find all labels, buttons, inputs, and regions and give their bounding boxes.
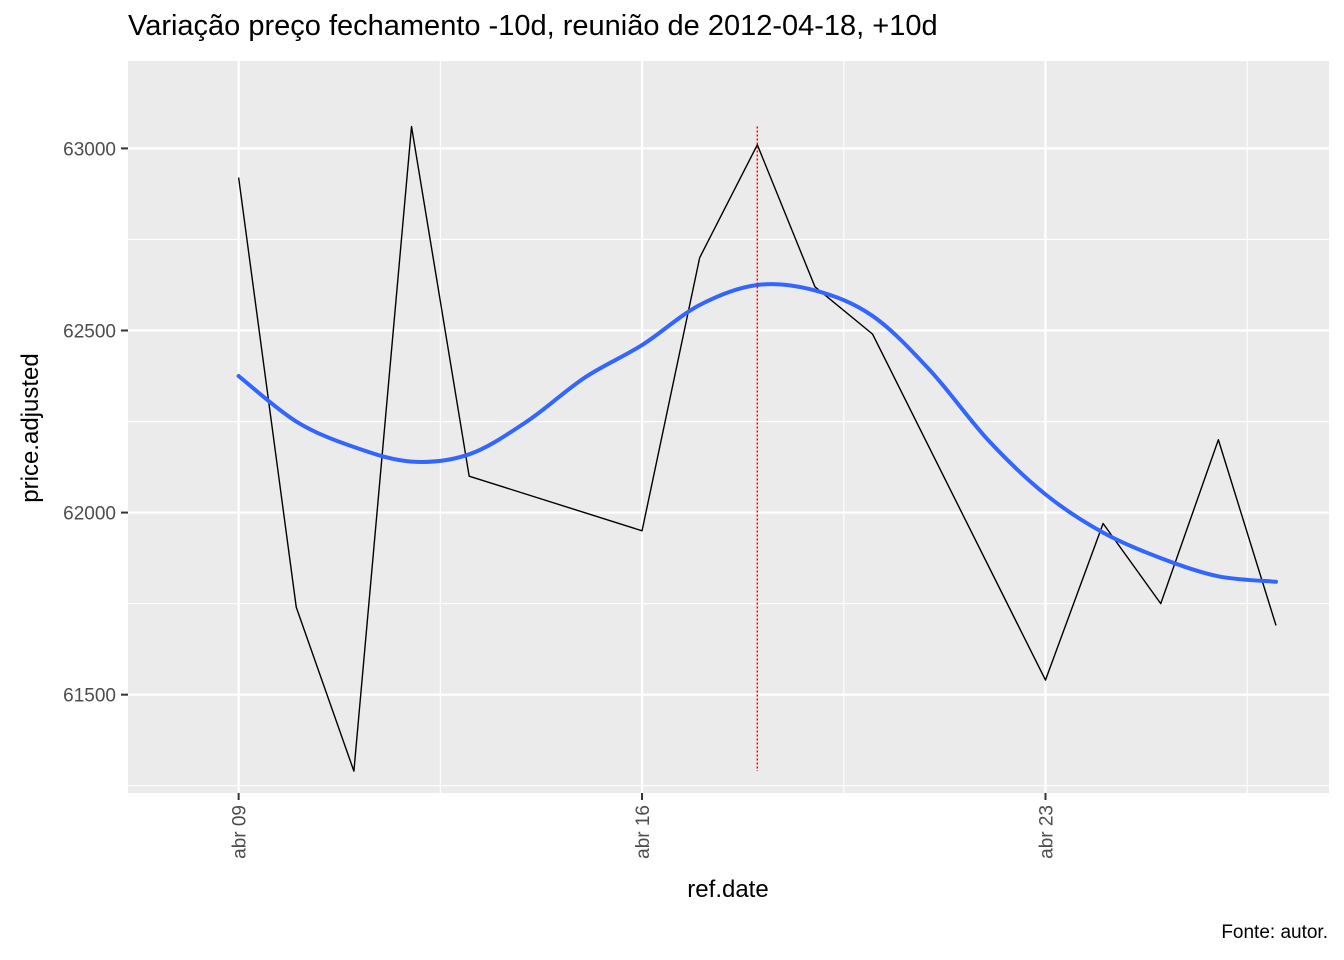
- caption: Fonte: autor.: [1221, 922, 1328, 943]
- x-tick-label: abr 16: [633, 805, 654, 859]
- x-tick-labels: abr 09 abr 16 abr 23: [230, 805, 1058, 859]
- x-tick-label: abr 23: [1036, 805, 1057, 859]
- plot-panel: [128, 61, 1329, 793]
- grid-minor: [128, 61, 1329, 793]
- axis-ticks: [121, 147, 1047, 800]
- x-axis-label: ref.date: [687, 876, 769, 903]
- chart-title: Variação preço fechamento -10d, reunião …: [128, 10, 938, 42]
- y-tick-label: 61500: [63, 686, 116, 707]
- y-tick-label: 62500: [63, 321, 116, 342]
- series-layer: [236, 125, 1278, 772]
- y-tick-label: 63000: [63, 139, 116, 160]
- x-tick-label: abr 09: [230, 805, 251, 859]
- y-tick-labels: 61500 62000 62500 63000: [63, 139, 116, 706]
- y-tick-label: 62000: [63, 504, 116, 525]
- smooth-trend-line: [236, 282, 1278, 584]
- grid-major: [128, 61, 1329, 793]
- price-line: [237, 125, 1277, 772]
